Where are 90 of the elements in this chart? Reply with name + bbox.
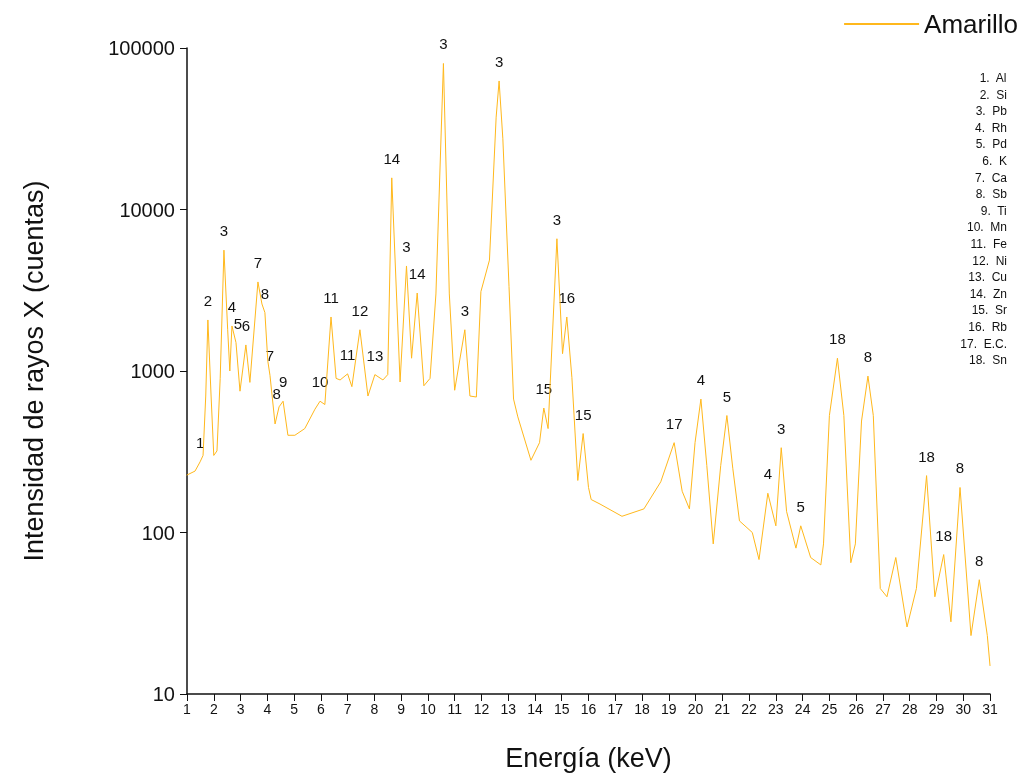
annotation: 4: [696, 371, 706, 389]
annotation: 18: [935, 526, 953, 544]
annotation: 17: [665, 414, 683, 432]
annotation: 17. E.C.: [960, 336, 1007, 351]
annotation: 13. Cu: [968, 270, 1008, 285]
annotation: 18: [918, 447, 935, 465]
annotation: 12: [351, 301, 369, 319]
x-tick-label: 9: [397, 701, 406, 717]
x-tick-label: 18: [634, 701, 651, 717]
x-tick-label: 29: [928, 701, 945, 717]
x-tick-label: 19: [661, 701, 677, 717]
annotation: 8: [260, 284, 270, 302]
x-tick-label: 24: [794, 701, 811, 717]
annotation: 5: [722, 387, 732, 405]
annotation: 5: [796, 497, 805, 515]
y-axis-title: Intensidad de rayos X (cuentas): [18, 180, 49, 562]
x-axis-title: Energía (keV): [505, 742, 672, 773]
annotation: 15: [574, 405, 592, 423]
annotation: 3: [460, 301, 470, 319]
x-tick-label: 6: [316, 701, 325, 717]
x-tick-label: 21: [714, 701, 731, 717]
y-tick-label: 100000: [108, 37, 175, 59]
annotation: 8: [272, 384, 281, 402]
x-tick-label: 22: [741, 701, 758, 717]
annotation: 4. Rh: [974, 120, 1007, 135]
x-tick-label: 14: [527, 701, 543, 717]
x-tick-label: 7: [343, 701, 352, 717]
annotation: 11: [323, 288, 339, 306]
x-tick-label: 4: [263, 701, 272, 717]
x-tick-label: 23: [768, 701, 784, 717]
annotation: 16: [558, 288, 576, 306]
annotation: 11: [339, 345, 356, 363]
annotation: 4: [227, 297, 237, 315]
annotation: 3: [777, 419, 786, 437]
x-tick-label: 15: [553, 701, 570, 717]
annotation: 14: [383, 149, 401, 167]
annotation: 6: [241, 316, 251, 334]
annotation: 7: [253, 253, 263, 271]
x-tick-label: 20: [687, 701, 704, 717]
annotation: 18: [829, 330, 846, 348]
annotation: 15. Sr: [971, 303, 1008, 318]
x-tick-label: 13: [500, 701, 517, 717]
annotation: 5. Pd: [975, 137, 1008, 152]
annotation: 1. Al: [979, 71, 1007, 85]
annotation: 16. Rb: [968, 320, 1008, 334]
legend-label: Amarillo: [924, 9, 1019, 39]
annotation: 11. Fe: [970, 237, 1008, 251]
x-tick-label: 28: [901, 701, 918, 717]
x-tick-label: 10: [420, 701, 436, 717]
annotation: 10. Mn: [966, 220, 1008, 235]
annotation: 14. Zn: [969, 286, 1008, 301]
x-tick-label: 26: [848, 701, 865, 717]
annotation: 5: [233, 314, 243, 332]
y-tick-label: 100: [141, 521, 175, 544]
annotation: 6. K: [982, 154, 1008, 168]
annotation: 8: [863, 348, 873, 366]
x-tick-label: 16: [580, 701, 597, 717]
annotation: 3: [439, 35, 448, 53]
x-tick-label: 2: [209, 701, 218, 717]
annotation: 3. Pb: [975, 104, 1008, 119]
x-tick-label: 17: [607, 701, 624, 717]
annotation: 3: [219, 222, 229, 240]
annotation: 14: [408, 265, 426, 283]
annotation: 12. Ni: [972, 253, 1008, 268]
x-tick-label: 12: [473, 701, 490, 717]
annotation: 9. Ti: [980, 203, 1007, 218]
x-tick-label: 8: [370, 701, 379, 717]
x-tick-label: 30: [955, 701, 972, 717]
annotation: 8: [955, 459, 965, 477]
x-tick-label: 5: [290, 701, 299, 717]
annotation: 13: [366, 346, 384, 364]
x-tick-label: 27: [875, 701, 891, 717]
x-tick-label: 31: [982, 701, 998, 717]
annotation: 4: [763, 465, 773, 483]
x-tick-label: 1: [183, 701, 192, 717]
x-tick-label: 11: [447, 701, 463, 717]
annotation: 2: [203, 291, 213, 309]
annotation: 3: [552, 210, 562, 228]
annotation: 7. Ca: [974, 170, 1008, 185]
annotation: 8. Sb: [975, 187, 1008, 202]
annotation: 3: [494, 52, 504, 70]
x-tick-label: 3: [236, 701, 245, 717]
annotation: 15: [535, 380, 553, 398]
y-tick-label: 10000: [119, 198, 175, 221]
annotation: 18. Sn: [968, 353, 1007, 368]
y-tick-label: 1000: [130, 360, 175, 382]
x-tick-label: 25: [821, 701, 838, 717]
annotation: 2. Si: [979, 87, 1008, 102]
annotation: 3: [402, 237, 411, 255]
annotation: 8: [975, 551, 984, 569]
